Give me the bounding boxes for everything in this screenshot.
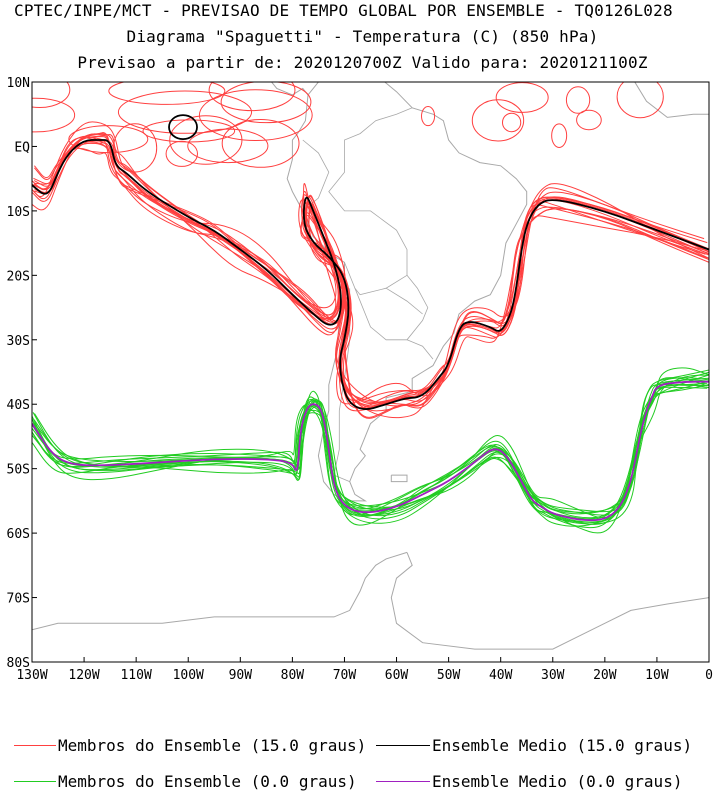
ensemble-member-line bbox=[32, 135, 706, 406]
legend-swatch-member0 bbox=[14, 781, 56, 782]
chart-title-line2: Diagrama "Spaguetti" - Temperatura (C) (… bbox=[126, 27, 599, 46]
lat-tick-label: 30S bbox=[7, 334, 30, 349]
coastline bbox=[634, 82, 709, 118]
ensemble-member-loop bbox=[421, 106, 436, 127]
lon-tick-label: 90W bbox=[229, 668, 253, 683]
chart-title-line1: CPTEC/INPE/MCT - PREVISAO DE TEMPO GLOBA… bbox=[14, 1, 673, 20]
ensemble-mean-15-line bbox=[32, 139, 709, 410]
ensemble-mean-layer bbox=[32, 114, 709, 522]
lon-tick-label: 110W bbox=[120, 668, 151, 683]
coastline bbox=[266, 0, 318, 24]
coastline bbox=[270, 82, 309, 96]
ensemble-mean-0-line bbox=[32, 380, 709, 522]
lon-tick-label: 20W bbox=[593, 668, 617, 683]
lat-tick-label: 10N bbox=[7, 76, 30, 91]
ensemble-member-loop bbox=[471, 99, 525, 142]
ensemble-member-loop bbox=[169, 115, 243, 165]
ensemble-member-loop bbox=[187, 128, 269, 164]
ensemble-member-line bbox=[34, 141, 709, 418]
ensemble-member-loop bbox=[208, 82, 296, 112]
country-border bbox=[406, 339, 434, 360]
lat-tick-label: EQ bbox=[14, 140, 30, 155]
ensemble-member-line bbox=[32, 379, 709, 524]
ensemble-member-line bbox=[32, 374, 709, 519]
legend-member0: Membros do Ensemble (0.0 graus) bbox=[58, 772, 357, 791]
ensemble-member-loop bbox=[165, 140, 198, 167]
chart-title-line3: Previsao a partir de: 2020120700Z Valido… bbox=[77, 53, 648, 72]
country-border bbox=[354, 275, 429, 341]
ensemble-member-loop bbox=[32, 82, 71, 109]
legend-swatch-member15 bbox=[14, 745, 56, 746]
coastline bbox=[32, 551, 408, 631]
coastline bbox=[204, 5, 277, 69]
country-border bbox=[302, 139, 330, 212]
lat-tick-label: 70S bbox=[7, 592, 30, 607]
legend-mean15: Ensemble Medio (15.0 graus) bbox=[432, 736, 693, 755]
ensemble-member-loop bbox=[68, 125, 149, 154]
legend-mean0: Ensemble Medio (0.0 graus) bbox=[432, 772, 683, 791]
lat-tick-label: 50S bbox=[7, 463, 30, 478]
ensemble-member-line bbox=[32, 371, 709, 520]
lon-tick-label: 130W bbox=[16, 668, 47, 683]
country-border bbox=[328, 107, 413, 296]
lat-tick-label: 60S bbox=[7, 527, 30, 542]
ensemble-member-loop bbox=[616, 82, 664, 119]
ensemble-member-line bbox=[32, 380, 709, 513]
lon-tick-label: 50W bbox=[437, 668, 461, 683]
coastline bbox=[324, 18, 350, 31]
coastline bbox=[390, 474, 408, 483]
ensemble-member-line bbox=[33, 142, 709, 412]
lon-tick-label: 0 bbox=[705, 668, 713, 683]
lat-tick-label: 20S bbox=[7, 269, 30, 284]
lon-tick-label: 120W bbox=[68, 668, 99, 683]
ensemble-member-line bbox=[32, 133, 709, 409]
coastline-layer bbox=[32, 0, 709, 650]
ensemble-member-loop bbox=[32, 97, 76, 133]
lat-tick-label: 80S bbox=[7, 656, 30, 671]
ensemble-member-loop bbox=[113, 123, 158, 173]
lon-tick-label: 100W bbox=[173, 668, 204, 683]
lat-tick-label: 10S bbox=[7, 205, 30, 220]
ensemble-member-loop bbox=[198, 89, 313, 142]
lon-tick-label: 40W bbox=[489, 668, 513, 683]
ensemble-member-line bbox=[32, 374, 709, 517]
ensemble-member-loop bbox=[501, 112, 522, 133]
ensemble-member-loop bbox=[220, 82, 312, 124]
plot-frame bbox=[31, 81, 710, 663]
ensemble-member-line bbox=[34, 137, 708, 407]
ensemble-member-loop bbox=[565, 86, 591, 114]
ensemble-member-line bbox=[32, 121, 709, 402]
country-border bbox=[385, 287, 423, 315]
member-15-layer bbox=[32, 82, 709, 419]
legend-swatch-mean15 bbox=[376, 745, 430, 746]
lon-tick-label: 30W bbox=[541, 668, 565, 683]
ensemble-member-line bbox=[32, 369, 709, 525]
ensemble-member-loop bbox=[221, 118, 300, 168]
ensemble-member-loop bbox=[576, 109, 602, 131]
lon-tick-label: 10W bbox=[645, 668, 669, 683]
legend-swatch-mean0 bbox=[376, 781, 430, 782]
coastline bbox=[390, 552, 709, 650]
ensemble-member-loop bbox=[551, 123, 568, 148]
ensemble-mean-15-loop bbox=[168, 114, 198, 141]
ensemble-member-loop bbox=[108, 82, 226, 105]
lat-tick-label: 40S bbox=[7, 398, 30, 413]
ensemble-member-loop bbox=[117, 90, 253, 134]
ensemble-member-loop bbox=[495, 82, 549, 113]
lon-tick-label: 80W bbox=[281, 668, 305, 683]
legend-member15: Membros do Ensemble (15.0 graus) bbox=[58, 736, 367, 755]
lon-tick-label: 70W bbox=[333, 668, 357, 683]
lon-tick-label: 60W bbox=[385, 668, 409, 683]
